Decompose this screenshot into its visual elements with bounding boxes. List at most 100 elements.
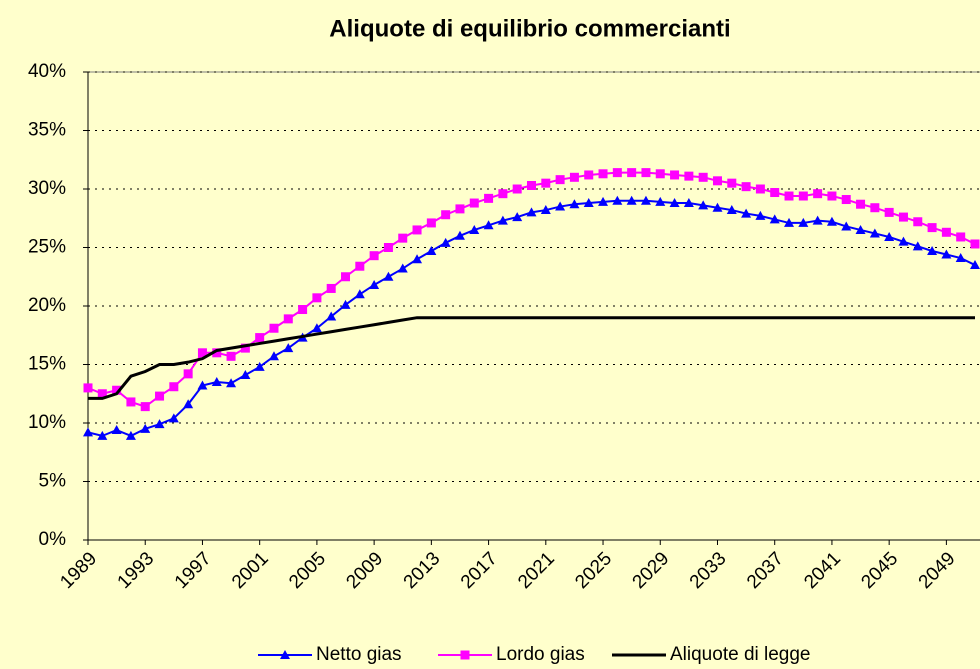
marker: [383, 243, 393, 252]
marker: [398, 233, 408, 243]
marker: [526, 207, 537, 217]
marker: [283, 343, 294, 353]
marker: [770, 188, 780, 198]
marker: [397, 263, 408, 273]
marker: [369, 279, 380, 289]
marker: [255, 333, 265, 343]
marker: [97, 389, 107, 399]
marker: [827, 191, 837, 201]
legend-item: Netto gias: [258, 644, 402, 665]
marker: [898, 236, 909, 246]
marker: [712, 176, 722, 186]
marker: [83, 427, 93, 437]
marker: [555, 175, 565, 185]
marker: [898, 212, 908, 222]
marker: [455, 204, 465, 214]
marker: [598, 196, 609, 206]
marker: [140, 402, 150, 412]
marker: [970, 239, 980, 249]
marker: [755, 184, 765, 194]
marker: [440, 237, 451, 247]
y-tick-label: 25%: [28, 237, 66, 258]
marker: [755, 210, 766, 220]
marker: [197, 348, 207, 358]
marker: [927, 246, 938, 256]
marker: [498, 189, 508, 199]
marker: [97, 430, 108, 440]
marker: [354, 289, 365, 299]
marker: [355, 261, 365, 271]
marker: [798, 217, 809, 227]
marker: [226, 351, 236, 361]
marker: [441, 210, 451, 220]
marker: [712, 202, 723, 212]
marker: [426, 218, 436, 228]
y-tick-label: 30%: [28, 178, 66, 199]
marker: [856, 199, 866, 209]
marker: [340, 299, 351, 309]
marker: [369, 251, 379, 261]
marker: [540, 205, 551, 215]
legend-label: Lordo gias: [496, 644, 585, 665]
marker: [211, 377, 222, 387]
marker: [311, 323, 322, 333]
marker: [584, 170, 594, 180]
marker: [941, 249, 952, 259]
marker: [454, 230, 465, 240]
y-tick-label: 5%: [39, 471, 67, 492]
marker: [612, 195, 623, 205]
series-line: [88, 316, 975, 400]
marker: [212, 348, 222, 358]
marker: [569, 172, 579, 182]
y-tick-label: 10%: [28, 412, 66, 433]
marker: [484, 193, 494, 203]
marker: [698, 172, 708, 182]
marker: [483, 220, 494, 230]
marker: [741, 182, 751, 192]
marker: [569, 199, 580, 209]
marker: [197, 380, 208, 390]
marker: [869, 228, 880, 238]
marker: [855, 224, 866, 234]
marker: [541, 178, 551, 188]
marker: [326, 311, 337, 321]
marker: [240, 370, 251, 380]
y-tick-label: 35%: [28, 120, 66, 141]
marker: [813, 189, 823, 199]
marker: [684, 171, 694, 181]
marker: [670, 170, 680, 180]
marker: [412, 225, 422, 235]
marker: [683, 198, 694, 208]
marker: [655, 169, 665, 179]
marker: [641, 168, 651, 178]
marker: [826, 216, 837, 226]
marker: [812, 215, 823, 225]
marker: [412, 254, 423, 264]
marker: [784, 217, 795, 227]
legend-label: Aliquote di legge: [670, 644, 811, 665]
marker: [125, 430, 136, 440]
marker: [83, 383, 93, 393]
marker: [383, 271, 394, 281]
marker: [280, 650, 290, 659]
marker: [183, 399, 194, 409]
marker: [183, 369, 193, 379]
marker: [884, 231, 895, 241]
marker: [497, 215, 508, 225]
marker: [784, 191, 794, 201]
marker: [226, 378, 237, 388]
marker: [298, 305, 308, 315]
marker: [168, 413, 179, 423]
marker: [512, 212, 523, 222]
marker: [655, 196, 666, 206]
marker: [269, 323, 279, 333]
marker: [154, 419, 165, 429]
marker: [970, 260, 980, 270]
marker: [426, 246, 437, 256]
marker: [112, 385, 122, 395]
marker: [955, 253, 966, 263]
marker: [870, 203, 880, 213]
marker: [913, 217, 923, 227]
marker: [169, 382, 179, 392]
